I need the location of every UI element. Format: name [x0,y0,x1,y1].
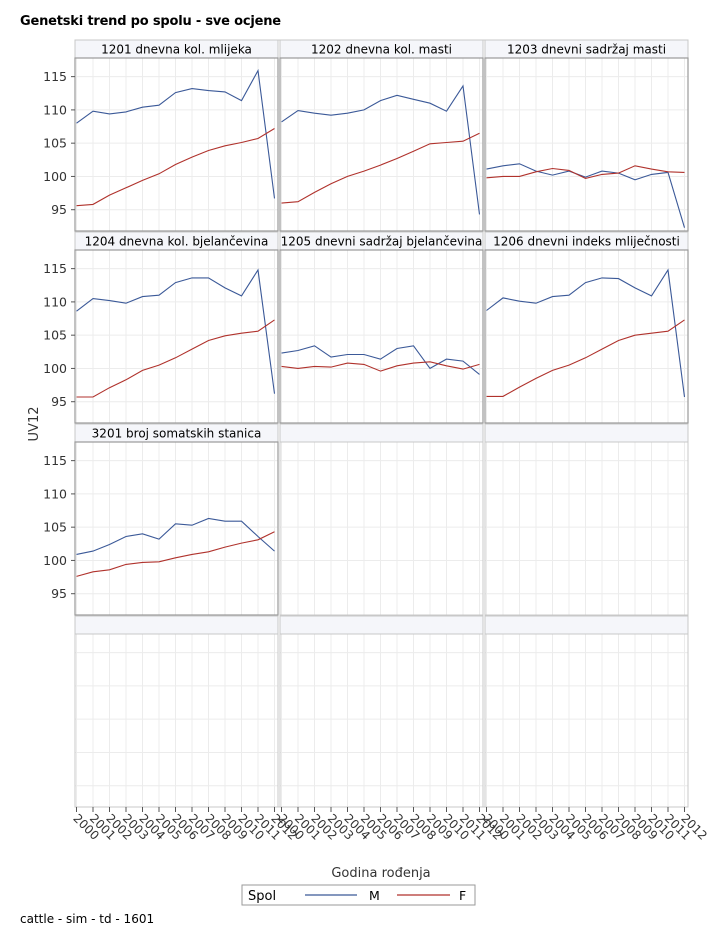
panel-label-5: 1205 dnevni sadržaj bjelančevina [281,235,483,249]
panel-frame [484,249,689,424]
panel-label-4: 1204 dnevna kol. bjelančevina [85,235,269,249]
y-tick-label: 115 [43,453,67,468]
panel-frame [279,249,484,424]
series-line-f-panel-5 [281,361,480,372]
panel-frame [279,57,484,232]
series-line-f-panel-6 [486,319,685,397]
panel-frame [74,441,279,616]
panel-label-6: 1206 dnevni indeks mliječnosti [493,235,680,249]
panel-frame [74,57,279,232]
series-line-m-panel-2 [281,84,481,215]
panel-header-strip [279,423,484,443]
y-tick-label: 100 [43,361,67,376]
panel-frame [74,249,279,424]
panel-header-strip [74,615,279,635]
legend-label-m: M [369,888,380,903]
empty-panel-frame [484,633,689,808]
y-tick-label: 115 [43,69,67,84]
y-axis-title: UV12 [27,407,42,442]
panel-label-7: 3201 broj somatskih stanica [92,427,262,441]
series-line-m-panel-5 [281,345,480,375]
legend-label-f: F [459,888,466,903]
series-line-m-panel-4 [76,268,276,394]
y-tick-label: 110 [43,294,67,309]
panel-label-2: 1202 dnevna kol. masti [311,43,452,57]
legend-title: Spol [248,889,276,904]
panel-frame [484,57,689,232]
x-axis-title: Godina rođenja [331,866,430,881]
y-tick-label: 100 [43,553,67,568]
series-line-f-panel-7 [76,531,275,577]
y-tick-label: 105 [43,520,67,535]
empty-panel-frame [74,633,279,808]
y-tick-label: 95 [51,586,67,601]
y-tick-label: 100 [43,169,67,184]
empty-panel-frame [279,441,484,616]
empty-panel-frame [279,633,484,808]
empty-panel-frame [484,441,689,616]
y-tick-label: 115 [43,261,67,276]
series-line-m-panel-1 [76,68,276,199]
panel-label-1: 1201 dnevna kol. mlijeka [101,43,252,57]
y-tick-label: 105 [43,328,67,343]
series-line-m-panel-7 [76,517,275,555]
series-line-m-panel-6 [486,268,686,398]
series-line-f-panel-2 [281,132,480,204]
y-tick-label: 110 [43,486,67,501]
legend-box [241,884,476,906]
y-tick-label: 95 [51,394,67,409]
series-line-f-panel-1 [76,128,275,207]
y-tick-label: 95 [51,202,67,217]
y-tick-label: 105 [43,136,67,151]
y-tick-label: 110 [43,102,67,117]
panel-header-strip [484,615,689,635]
series-line-m-panel-3 [486,163,686,228]
footnote: cattle - sim - td - 1601 [20,912,155,926]
panel-label-3: 1203 dnevni sadržaj masti [507,43,666,57]
panel-header-strip [484,423,689,443]
series-line-f-panel-4 [76,319,275,398]
panel-header-strip [279,615,484,635]
series-line-f-panel-3 [486,165,685,179]
page-title: Genetski trend po spolu - sve ocjene [20,14,281,29]
